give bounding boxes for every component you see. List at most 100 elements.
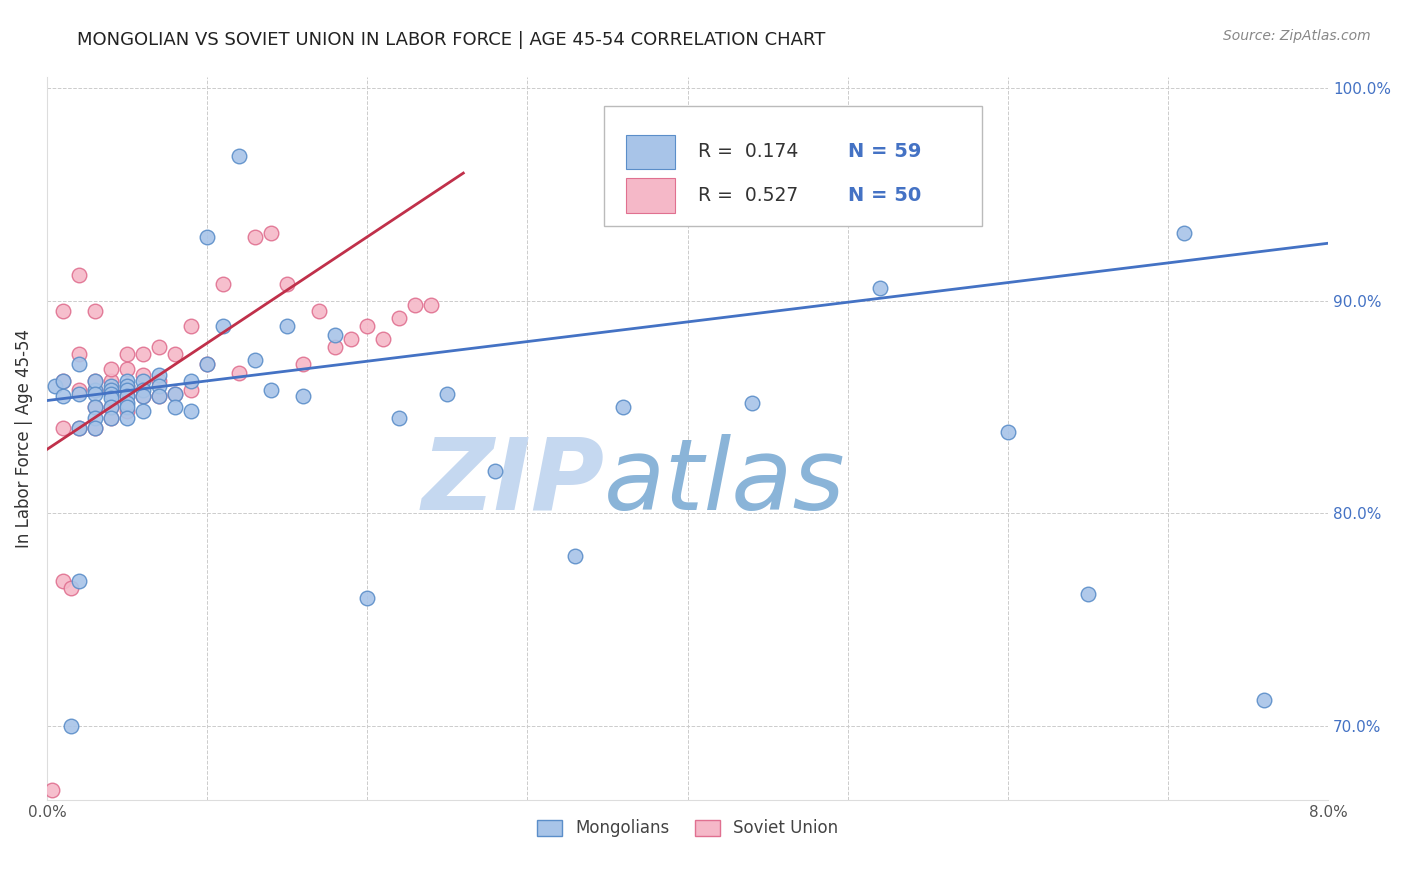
Text: N = 50: N = 50: [848, 186, 921, 205]
Point: [243, 230, 266, 244]
Point: [52, 389, 75, 403]
Point: [115, 383, 138, 397]
Text: Source: ZipAtlas.com: Source: ZipAtlas.com: [1223, 29, 1371, 43]
Point: [148, 389, 170, 403]
Point: [212, 319, 235, 334]
Point: [67, 358, 90, 372]
Point: [276, 277, 298, 291]
Point: [195, 230, 218, 244]
Point: [420, 298, 443, 312]
Point: [132, 347, 155, 361]
Point: [84, 375, 107, 389]
Point: [260, 383, 283, 397]
Legend: Mongolians, Soviet Union: Mongolians, Soviet Union: [530, 813, 845, 844]
Point: [52, 304, 75, 318]
Point: [84, 387, 107, 401]
Point: [163, 347, 186, 361]
Text: N = 59: N = 59: [848, 143, 921, 161]
Point: [148, 378, 170, 392]
Point: [132, 404, 155, 418]
Point: [84, 421, 107, 435]
FancyBboxPatch shape: [626, 135, 675, 169]
Point: [148, 368, 170, 382]
Point: [388, 310, 411, 325]
Point: [243, 353, 266, 368]
Point: [1173, 226, 1195, 240]
Point: [115, 361, 138, 376]
Point: [84, 375, 107, 389]
Point: [115, 389, 138, 403]
Point: [67, 347, 90, 361]
Point: [84, 383, 107, 397]
Point: [132, 368, 155, 382]
Point: [356, 319, 378, 334]
Point: [292, 389, 315, 403]
Point: [84, 383, 107, 397]
Point: [100, 392, 122, 406]
Point: [100, 400, 122, 414]
FancyBboxPatch shape: [626, 178, 675, 212]
FancyBboxPatch shape: [605, 106, 983, 226]
Point: [260, 226, 283, 240]
Point: [180, 383, 202, 397]
Point: [180, 404, 202, 418]
Point: [484, 464, 506, 478]
Point: [180, 319, 202, 334]
Point: [163, 387, 186, 401]
Point: [148, 375, 170, 389]
Point: [52, 375, 75, 389]
Point: [148, 340, 170, 354]
Point: [436, 387, 458, 401]
Point: [997, 425, 1019, 440]
Point: [59, 719, 82, 733]
Point: [52, 574, 75, 589]
Point: [67, 383, 90, 397]
Point: [1253, 693, 1275, 707]
Text: atlas: atlas: [605, 434, 846, 531]
Point: [67, 387, 90, 401]
Text: R =  0.527: R = 0.527: [697, 186, 799, 205]
Point: [323, 340, 346, 354]
Point: [100, 378, 122, 392]
Point: [195, 358, 218, 372]
Point: [163, 400, 186, 414]
Point: [67, 421, 90, 435]
Point: [228, 149, 250, 163]
Point: [100, 400, 122, 414]
Point: [115, 400, 138, 414]
Point: [292, 358, 315, 372]
Point: [84, 400, 107, 414]
Point: [59, 581, 82, 595]
Point: [67, 268, 90, 282]
Point: [67, 421, 90, 435]
Point: [276, 319, 298, 334]
Point: [115, 410, 138, 425]
Point: [132, 389, 155, 403]
Point: [100, 410, 122, 425]
Point: [323, 327, 346, 342]
Point: [115, 395, 138, 409]
Point: [44, 378, 66, 392]
Point: [84, 400, 107, 414]
Point: [84, 304, 107, 318]
Point: [1077, 587, 1099, 601]
Point: [132, 389, 155, 403]
Point: [100, 361, 122, 376]
Point: [869, 281, 891, 295]
Point: [84, 421, 107, 435]
Point: [115, 378, 138, 392]
Point: [100, 387, 122, 401]
Point: [388, 410, 411, 425]
Point: [373, 332, 395, 346]
Point: [356, 591, 378, 606]
Point: [180, 375, 202, 389]
Point: [564, 549, 586, 563]
Point: [115, 378, 138, 392]
Point: [132, 383, 155, 397]
Point: [741, 395, 763, 409]
Point: [212, 277, 235, 291]
Point: [52, 421, 75, 435]
Point: [308, 304, 330, 318]
Point: [41, 782, 63, 797]
Point: [340, 332, 363, 346]
